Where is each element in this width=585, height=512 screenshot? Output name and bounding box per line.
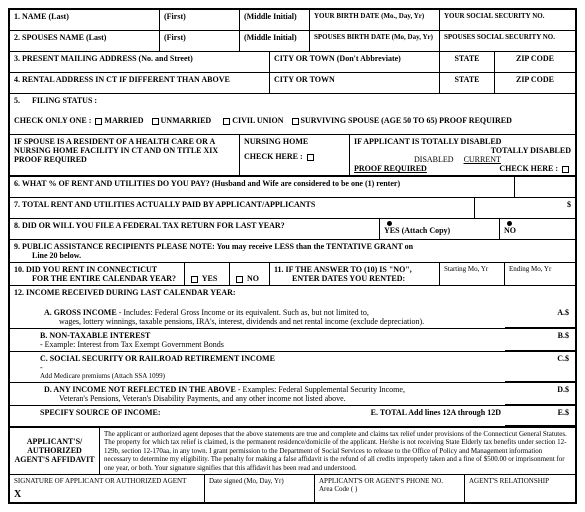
q11-line2: ENTER DATES YOU RENTED: <box>274 274 435 283</box>
q12b-amount[interactable]: B.$ <box>505 329 575 351</box>
civil-union-label: CIVIL UNION <box>232 116 283 125</box>
row-12-header: 12. INCOME RECEIVED DURING LAST CALENDAR… <box>10 286 575 306</box>
row-6: 6. WHAT % OF RENT AND UTILITIES DO YOU P… <box>10 177 575 198</box>
q8-label: 8. DID OR WILL YOU FILE A FEDERAL TAX RE… <box>10 219 380 239</box>
row-nursing-disabled: IF SPOUSE IS A RESIDENT OF A HEALTH CARE… <box>10 135 575 177</box>
q12-label: 12. INCOME RECEIVED DURING LAST CALENDAR… <box>10 286 575 306</box>
q12d-line2: Veteran's Pensions, Veteran's Disability… <box>14 394 501 403</box>
start-date-label[interactable]: Starting Mo, Yr <box>440 263 505 285</box>
row-9: 9. PUBLIC ASSISTANCE RECIPIENTS PLEASE N… <box>10 240 575 263</box>
row-10-11: 10. DID YOU RENT IN CONNECTICUT FOR THE … <box>10 263 575 286</box>
phone-label: APPLICANT'S OR AGENT'S PHONE NO. <box>319 477 460 485</box>
check-only-one: CHECK ONLY ONE : <box>14 116 91 125</box>
row-12b: B. NON-TAXABLE INTEREST - Example: Inter… <box>10 329 575 352</box>
q10-line2: FOR THE ENTIRE CALENDAR YEAR? <box>14 274 180 283</box>
end-date-label[interactable]: Ending Mo, Yr <box>505 263 575 285</box>
q6-label: 6. WHAT % OF RENT AND UTILITIES DO YOU P… <box>10 177 515 197</box>
row-12a: A. GROSS INCOME - Includes: Federal Gros… <box>10 306 575 329</box>
spouse-mi-label[interactable]: (Middle Initial) <box>240 31 310 51</box>
relationship-label[interactable]: AGENT'S RELATIONSHIP <box>465 475 575 502</box>
filing-label: FILING STATUS : <box>32 96 97 105</box>
q6-value[interactable] <box>515 177 575 197</box>
nursing-checkbox[interactable] <box>307 154 314 161</box>
row-spouse: 2. SPOUSES NAME (Last) (First) (Middle I… <box>10 31 575 52</box>
q11-line1: 11. IF THE ANSWER TO (10) IS "NO", <box>274 265 435 274</box>
signature-label: SIGNATURE OF APPLICANT OR AUTHORIZED AGE… <box>14 477 200 485</box>
unmarried-checkbox[interactable] <box>152 118 159 125</box>
q12e-amount[interactable]: E.$ <box>505 406 575 426</box>
row-7: 7. TOTAL RENT AND UTILITIES ACTUALLY PAI… <box>10 198 575 219</box>
q12a-amount[interactable]: A.$ <box>505 306 575 328</box>
mailing-address-label[interactable]: 3. PRESENT MAILING ADDRESS (No. and Stre… <box>10 52 270 72</box>
q10-line1: 10. DID YOU RENT IN CONNECTICUT <box>14 265 180 274</box>
q9-line2: Line 20 below. <box>14 251 571 260</box>
row-signature: SIGNATURE OF APPLICANT OR AUTHORIZED AGE… <box>10 475 575 502</box>
q10-yes-checkbox[interactable] <box>191 276 198 283</box>
row-12d: D. ANY INCOME NOT REFLECTED IN THE ABOVE… <box>10 383 575 406</box>
unmarried-label: UNMARRIED <box>161 116 212 125</box>
state-label[interactable]: STATE <box>440 52 495 72</box>
q7-label: 7. TOTAL RENT AND UTILITIES ACTUALLY PAI… <box>10 198 475 218</box>
spouse-ssn-label[interactable]: SPOUSES SOCIAL SECURITY NO. <box>440 31 575 51</box>
row-affidavit: APPLICANT'S/ AUTHORIZED AGENT'S AFFIDAVI… <box>10 428 575 475</box>
name-last-label[interactable]: 1. NAME (Last) <box>10 10 160 30</box>
spouse-birth-label[interactable]: SPOUSES BIRTH DATE (Mo, Day, Yr) <box>310 31 440 51</box>
q10-yes: YES <box>202 274 218 283</box>
spouse-name-label[interactable]: 2. SPOUSES NAME (Last) <box>10 31 160 51</box>
q10-no-checkbox[interactable] <box>236 276 243 283</box>
area-code[interactable]: Area Code ( ) <box>319 485 460 493</box>
rental-city-label[interactable]: CITY OR TOWN <box>270 73 440 93</box>
rental-zip-label[interactable]: ZIP CODE <box>495 73 575 93</box>
q10-no: NO <box>247 274 259 283</box>
married-checkbox[interactable] <box>95 118 102 125</box>
birth-date-label[interactable]: YOUR BIRTH DATE (Mo., Day, Yr) <box>310 10 440 30</box>
q12e-label: E. TOTAL Add lines 12A through 12D <box>230 406 505 426</box>
tax-relief-form: 1. NAME (Last) (First) (Middle Initial) … <box>8 8 577 504</box>
signature-x[interactable]: X <box>14 489 200 500</box>
proof-required: PROOF REQUIRED <box>354 164 427 173</box>
disabled-top: IF APPLICANT IS TOTALLY DISABLED <box>354 137 501 146</box>
q12d-amount[interactable]: D.$ <box>505 383 575 405</box>
name-first-label[interactable]: (First) <box>160 10 240 30</box>
disabled-current: DISABLED CURRENT <box>414 155 501 164</box>
civil-union-checkbox[interactable] <box>223 118 230 125</box>
filing-num: 5. <box>14 96 20 105</box>
check-here-2: CHECK HERE : <box>499 164 558 173</box>
nursing-home-label: NURSING HOME <box>244 137 345 146</box>
q12a-line2: wages, lottery winnings, taxable pension… <box>14 317 501 326</box>
q8-yes[interactable]: YES (Attach Copy) <box>384 226 495 235</box>
row-12e: SPECIFY SOURCE OF INCOME: E. TOTAL Add l… <box>10 406 575 428</box>
surviving-spouse-checkbox[interactable] <box>292 118 299 125</box>
surviving-spouse-label: SURVIVING SPOUSE (AGE 50 TO 65) PROOF RE… <box>301 116 512 125</box>
specify-source[interactable]: SPECIFY SOURCE OF INCOME: <box>10 406 230 426</box>
disabled-checkbox[interactable] <box>562 166 569 173</box>
row-name: 1. NAME (Last) (First) (Middle Initial) … <box>10 10 575 31</box>
row-filing-status-header: 5. FILING STATUS : <box>10 94 575 114</box>
ssn-label[interactable]: YOUR SOCIAL SECURITY NO. <box>440 10 575 30</box>
totally-disabled: TOTALLY DISABLED <box>491 146 571 155</box>
name-mi-label[interactable]: (Middle Initial) <box>240 10 310 30</box>
row-filing-options: CHECK ONLY ONE : MARRIED UNMARRIED CIVIL… <box>10 114 575 135</box>
row-8: 8. DID OR WILL YOU FILE A FEDERAL TAX RE… <box>10 219 575 240</box>
married-label: MARRIED <box>104 116 143 125</box>
q12c-amount[interactable]: C.$ <box>505 352 575 382</box>
nursing-home-text: IF SPOUSE IS A RESIDENT OF A HEALTH CARE… <box>10 135 240 175</box>
row-rental-address: 4. RENTAL ADDRESS IN CT IF DIFFERENT THA… <box>10 73 575 94</box>
q9-line1: 9. PUBLIC ASSISTANCE RECIPIENTS PLEASE N… <box>14 242 571 251</box>
rental-address-label[interactable]: 4. RENTAL ADDRESS IN CT IF DIFFERENT THA… <box>10 73 270 93</box>
check-here-1: CHECK HERE : <box>244 152 303 161</box>
q8-no[interactable]: NO <box>504 226 571 235</box>
city-label[interactable]: CITY OR TOWN (Don't Abbreviate) <box>270 52 440 72</box>
spouse-first-label[interactable]: (First) <box>160 31 240 51</box>
date-signed-label[interactable]: Date signed (Mo, Day, Yr) <box>205 475 315 502</box>
affidavit-label: APPLICANT'S/ AUTHORIZED AGENT'S AFFIDAVI… <box>10 428 100 474</box>
zip-label[interactable]: ZIP CODE <box>495 52 575 72</box>
row-address: 3. PRESENT MAILING ADDRESS (No. and Stre… <box>10 52 575 73</box>
row-12c: C. SOCIAL SECURITY OR RAILROAD RETIREMEN… <box>10 352 575 383</box>
rental-state-label[interactable]: STATE <box>440 73 495 93</box>
q7-value[interactable]: $ <box>475 198 575 218</box>
affidavit-text: The applicant or authorized agent depose… <box>100 428 575 474</box>
